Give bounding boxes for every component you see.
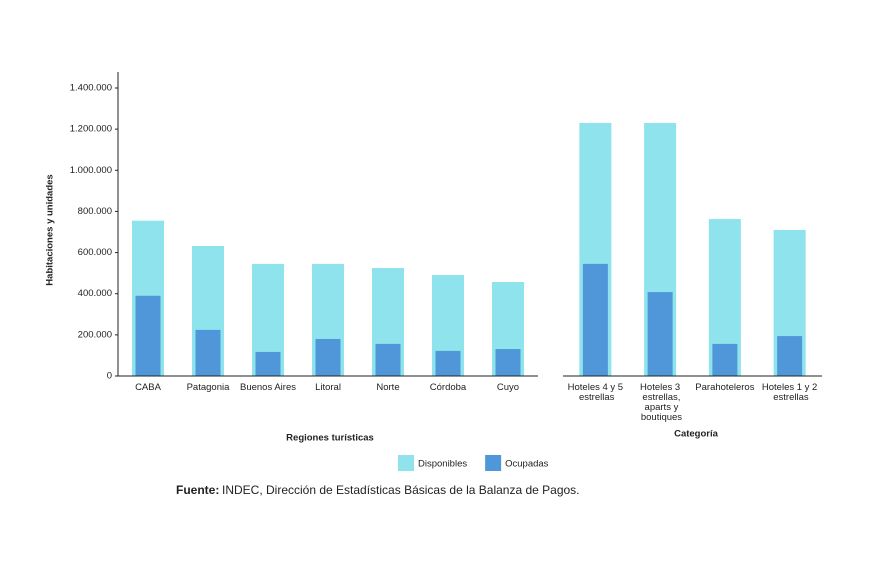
- bar: [712, 343, 738, 376]
- bar: [495, 349, 521, 376]
- x-tick-label: Parahoteleros: [695, 382, 754, 393]
- y-tick-label: 200.000: [78, 329, 112, 340]
- x-tick-label: Córdoba: [430, 382, 467, 393]
- bar: [777, 336, 803, 376]
- x-axis-label: Regiones turísticas: [286, 433, 374, 444]
- bar: [582, 263, 608, 376]
- y-tick-label: 1.400.000: [70, 83, 112, 94]
- bar: [135, 295, 161, 376]
- x-tick-label: Litoral: [315, 382, 341, 393]
- source-label: Fuente:: [176, 483, 219, 497]
- bar: [647, 292, 673, 376]
- x-tick-label: Norte: [376, 382, 399, 393]
- bar: [255, 351, 281, 376]
- bar: [435, 350, 461, 376]
- legend-swatch: [485, 455, 502, 471]
- y-tick-label: 1.200.000: [70, 124, 112, 135]
- bar: [375, 343, 401, 376]
- x-axis-label: Categoría: [674, 429, 719, 440]
- x-tick-label: Cuyo: [497, 382, 519, 393]
- y-tick-label: 400.000: [78, 288, 112, 299]
- x-tick-label: Buenos Aires: [240, 382, 296, 393]
- legend-label: Disponibles: [418, 459, 467, 470]
- x-tick-label: Hoteles 3 estrellas, aparts y boutiques: [638, 382, 682, 423]
- source-text: INDEC, Dirección de Estadísticas Básicas…: [222, 483, 580, 497]
- x-tick-label: Hoteles 4 y 5 estrellas: [568, 382, 623, 403]
- x-tick-label: Patagonia: [187, 382, 231, 393]
- legend-swatch: [398, 455, 414, 471]
- y-tick-label: 1.000.000: [70, 165, 112, 176]
- bar: [315, 338, 341, 376]
- y-tick-label: 600.000: [78, 247, 112, 258]
- y-axis-label: Habitaciones y unidades: [45, 174, 56, 285]
- x-tick-label: Hoteles 1 y 2 estrellas: [762, 382, 817, 403]
- y-tick-label: 800.000: [78, 206, 112, 217]
- y-tick-label: 0: [107, 371, 112, 382]
- x-tick-label: CABA: [135, 382, 162, 393]
- bar: [195, 329, 221, 376]
- legend-label: Ocupadas: [505, 459, 549, 470]
